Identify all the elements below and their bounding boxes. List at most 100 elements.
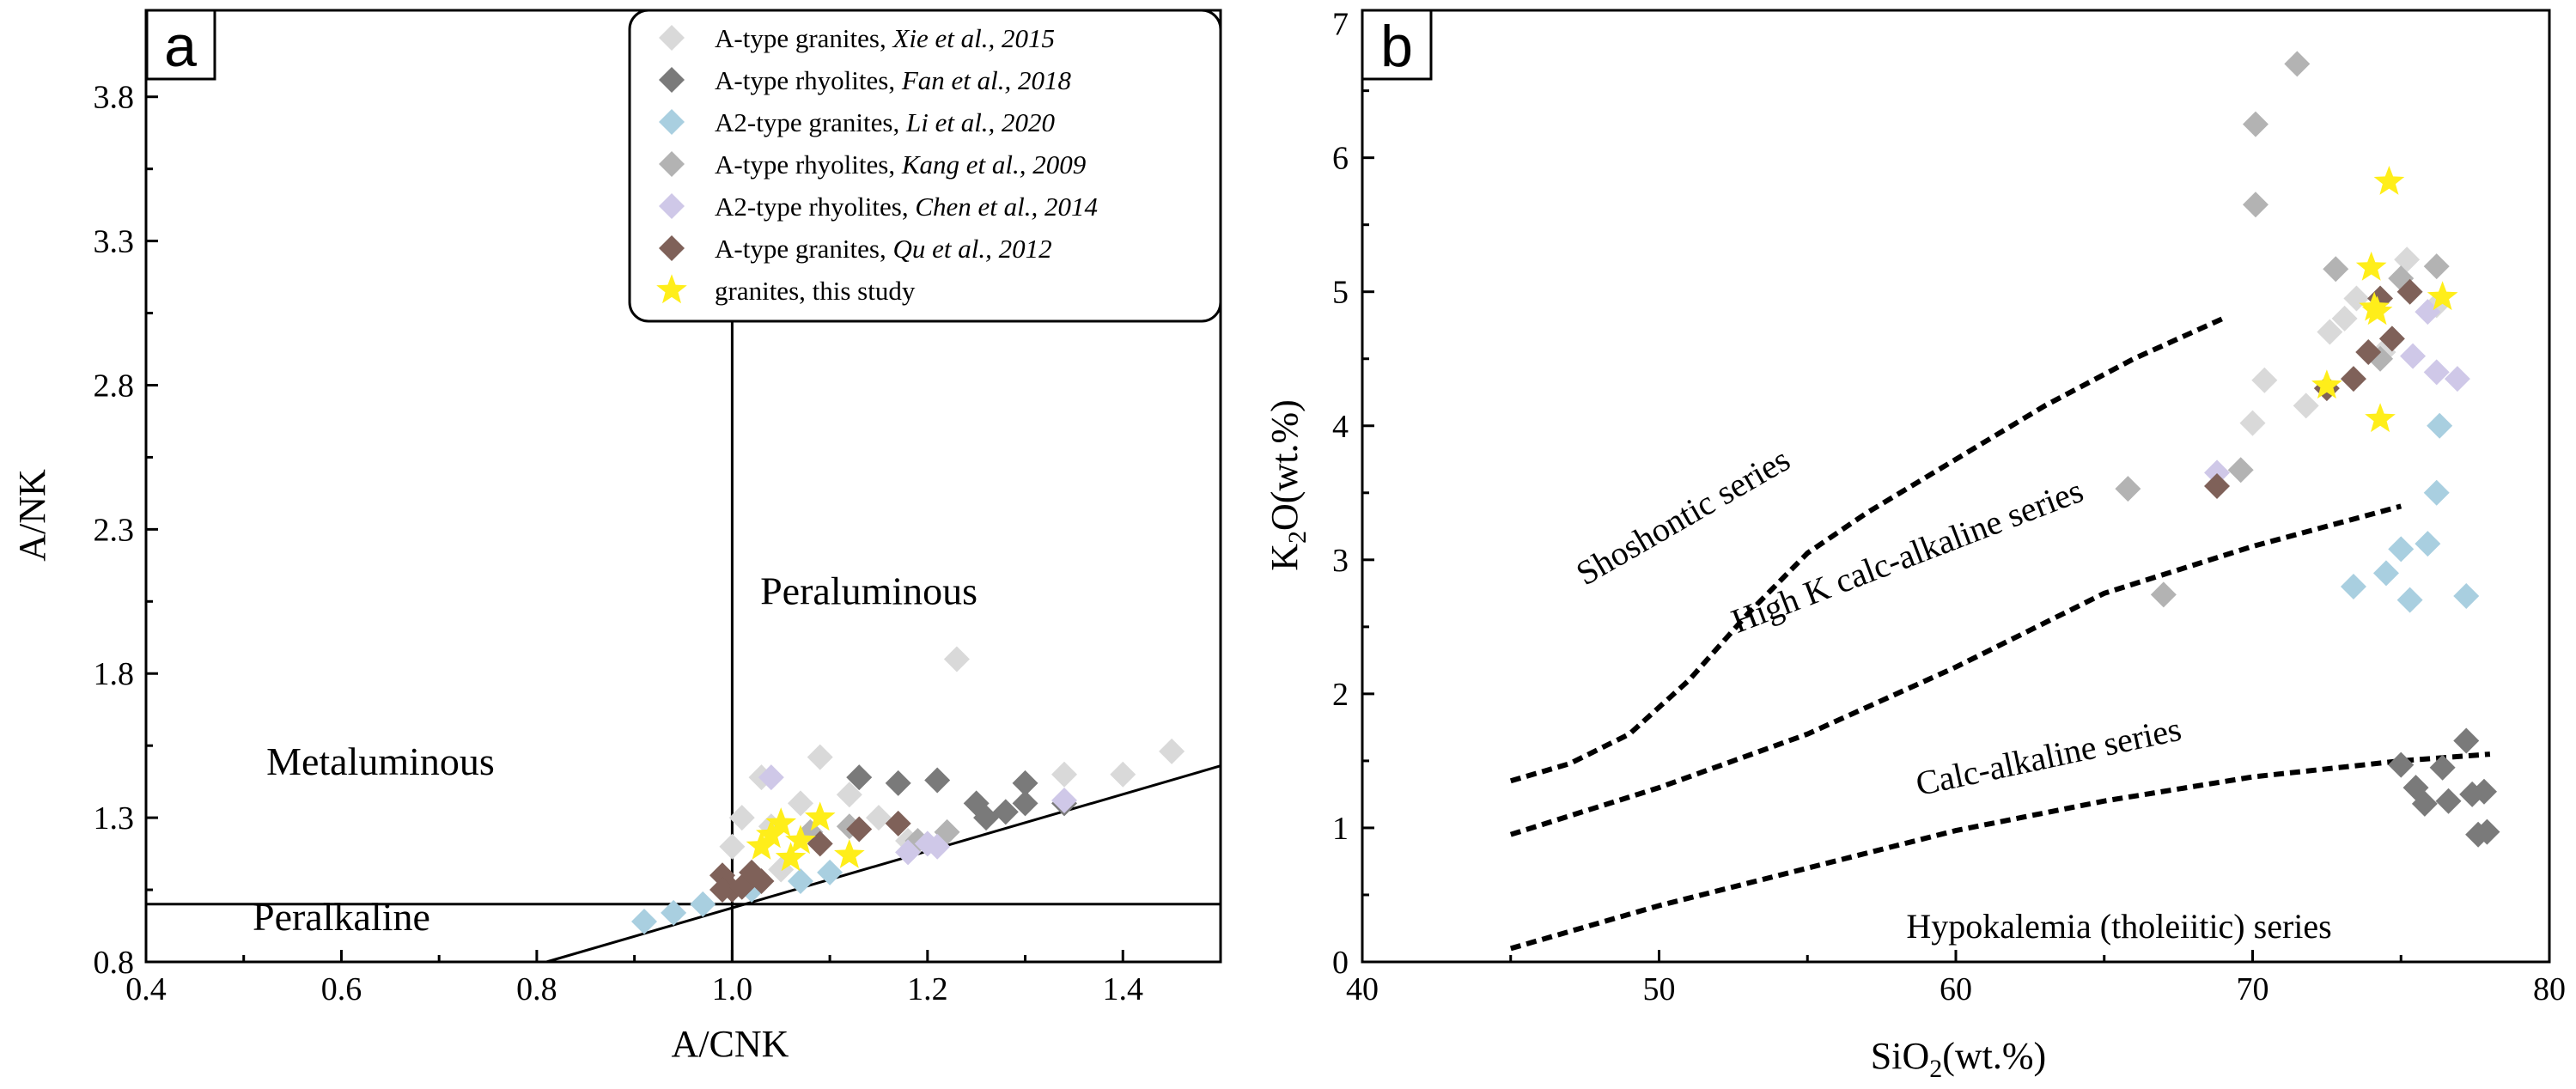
data-point-s3-6 [2323, 256, 2349, 283]
series-boundary-line-2 [1509, 751, 2491, 952]
data-point-s4-0 [2204, 459, 2231, 486]
legend-marker-5 [659, 235, 685, 261]
data-point-s5-7 [846, 816, 873, 843]
y-tick-label: 0 [1332, 945, 1349, 981]
data-point-s1-4 [973, 805, 1000, 831]
y-title-main: K [1264, 544, 1306, 571]
series-boundary-line-0 [1509, 316, 2225, 784]
legend-marker-2 [659, 109, 685, 135]
data-point-s6-1 [2355, 251, 2387, 281]
x-tick-label: 60 [1940, 971, 1972, 1007]
data-point-s1-1 [885, 770, 911, 796]
data-point-s5-3 [2355, 338, 2382, 365]
data-point-s4-3 [2423, 359, 2450, 386]
data-point-s4-2 [2415, 299, 2441, 325]
data-point-s3-5 [2284, 51, 2311, 77]
data-point-s5-2 [709, 877, 735, 903]
data-point-s1-2 [924, 767, 951, 794]
data-point-s1-0 [2388, 751, 2415, 778]
data-point-s6-4 [785, 824, 816, 855]
data-point-s1-0 [846, 764, 873, 791]
data-point-s6-1 [756, 818, 787, 849]
data-point-s3-4 [2242, 192, 2268, 218]
data-point-s2-1 [661, 899, 687, 926]
y-tick-label: 2.3 [94, 512, 135, 548]
data-point-s4-1 [895, 839, 922, 866]
panel-a-data-points [631, 646, 1185, 934]
panel-a-x-axis-title: A/CNK [672, 1023, 789, 1065]
region-label-metaluminous: Metaluminous [266, 739, 495, 783]
legend-label-0: A-type granites, Xie et al., 2015 [715, 23, 1055, 53]
legend-marker-4 [659, 193, 685, 219]
data-point-s6-3 [2365, 403, 2396, 433]
data-point-s3-0 [2115, 476, 2141, 502]
data-point-s6-0 [746, 830, 777, 860]
data-point-s1-8 [2470, 778, 2497, 805]
y-title-sub: 2 [1283, 531, 1312, 544]
data-point-s4-4 [1051, 787, 1078, 813]
x-title-sub: 2 [1929, 1055, 1942, 1083]
data-point-s5-5 [748, 867, 775, 894]
panel-b-axis-ticks: 40 50 60 70 80 0 1 2 3 4 5 6 7 [1332, 7, 2566, 1007]
y-tick-label: 0.8 [94, 945, 135, 981]
legend-label-4: A2-type rhyolites, Chen et al., 2014 [715, 192, 1098, 222]
series-boundary-line-1 [1509, 503, 2402, 837]
series-label-3: Hypokalemia (tholeiitic) series [1906, 907, 2331, 946]
legend-label-citation: Qu et al., 2012 [892, 234, 1051, 264]
panel-b-data-points [2115, 51, 2500, 848]
data-point-s0-7 [836, 782, 862, 808]
data-point-s0-0 [719, 833, 746, 860]
legend-marker-1 [659, 67, 685, 93]
panel-b-letter-box [1361, 9, 1433, 81]
data-point-s2-3 [2396, 587, 2423, 613]
x-tick-label: 1.0 [712, 971, 753, 1007]
y-tick-label: 3 [1332, 543, 1349, 579]
data-point-s1-4 [2435, 788, 2462, 814]
legend-label-3: A-type rhyolites, Kang et al., 2009 [715, 149, 1086, 179]
data-point-s0-6 [807, 744, 833, 770]
data-point-s2-2 [2388, 536, 2415, 563]
legend-label-citation: Chen et al., 2014 [915, 192, 1098, 222]
data-point-s3-2 [2227, 457, 2254, 484]
panel-b-y-axis-title: K2O(wt.%) [1264, 399, 1312, 571]
legend-label-citation: Fan et al., 2018 [901, 65, 1072, 95]
y-tick-label: 4 [1332, 409, 1349, 445]
data-point-s1-3 [2429, 754, 2456, 781]
data-point-s5-8 [885, 810, 911, 837]
x-tick-label: 0.8 [516, 971, 557, 1007]
legend-label-plain: A-type granites, [715, 23, 892, 53]
x-title-rest: (wt.%) [1942, 1035, 2046, 1077]
data-point-s6-2 [765, 807, 797, 837]
y-tick-label: 3.3 [94, 224, 135, 260]
data-point-s0-8 [865, 805, 892, 831]
data-point-s0-5 [787, 790, 813, 817]
y-tick-label: 2.8 [94, 368, 135, 404]
legend-label-citation: Kang et al., 2009 [901, 149, 1086, 179]
legend-label-1: A-type rhyolites, Fan et al., 2018 [715, 65, 1071, 95]
data-point-s6-6 [2359, 291, 2390, 321]
x-tick-label: 40 [1346, 971, 1379, 1007]
y-tick-label: 6 [1332, 141, 1349, 177]
data-point-s1-2 [2411, 790, 2438, 817]
legend-label-6: granites, this study [715, 276, 916, 306]
data-point-s0-3 [2317, 319, 2343, 345]
data-point-s5-0 [2204, 473, 2231, 499]
data-point-s0-2 [2293, 392, 2319, 419]
data-point-s6-4 [2373, 166, 2405, 195]
data-point-s2-0 [631, 908, 658, 934]
legend-label-plain: A-type granites, [715, 234, 892, 264]
data-point-s2-6 [2427, 412, 2453, 439]
data-point-s3-3 [2242, 111, 2268, 137]
panel-a-y-axis-title: A/NK [11, 469, 53, 562]
data-point-s6-0 [2311, 369, 2342, 399]
region-label-peraluminous: Peraluminous [760, 569, 977, 613]
y-tick-label: 2 [1332, 677, 1349, 713]
data-point-s4-1 [2400, 343, 2427, 369]
y-tick-label: 1 [1332, 811, 1349, 847]
y-tick-label: 1.3 [94, 800, 135, 837]
x-tick-label: 0.4 [125, 971, 167, 1007]
legend-label-2: A2-type granites, Li et al., 2020 [715, 107, 1056, 137]
legend-label-5: A-type granites, Qu et al., 2012 [715, 234, 1052, 264]
